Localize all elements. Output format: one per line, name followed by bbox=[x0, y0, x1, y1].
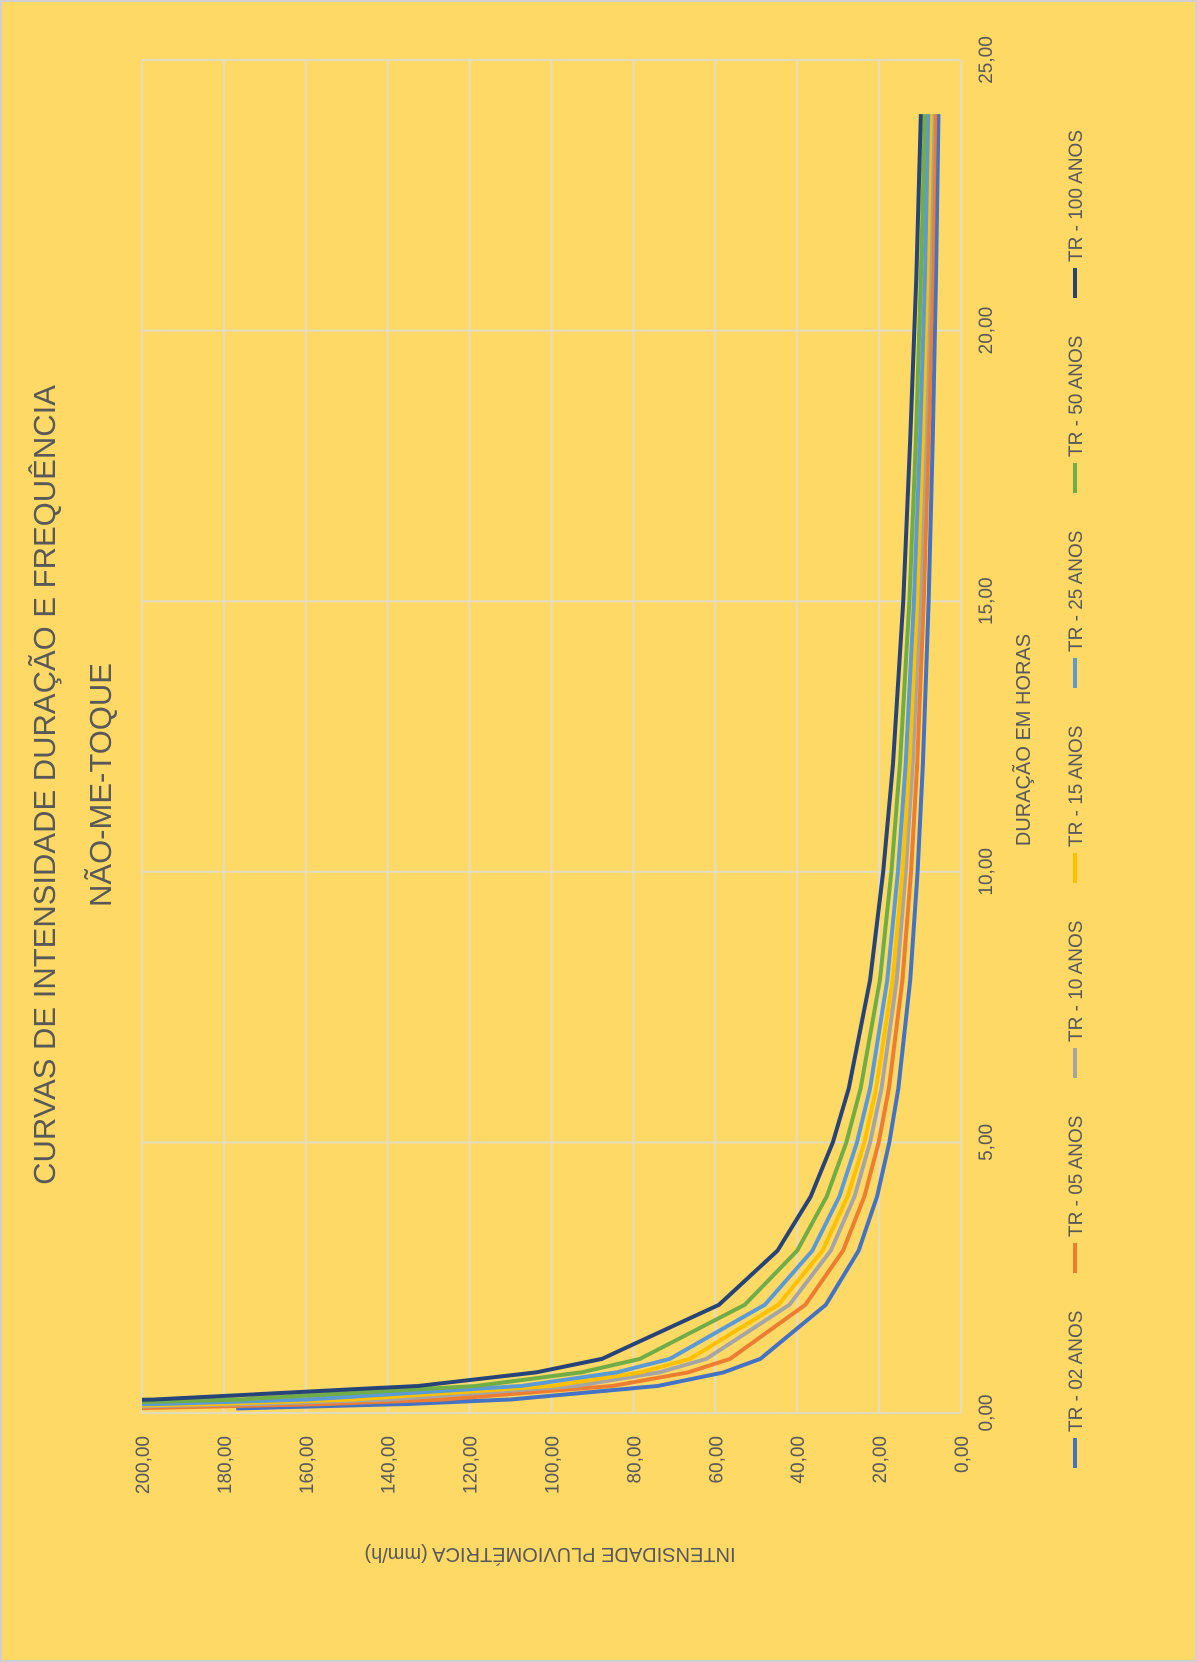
legend-label: TR - 15 ANOS bbox=[1066, 726, 1087, 847]
x-tick-label: 0,00 bbox=[976, 1395, 997, 1432]
legend-label: TR - 50 ANOS bbox=[1066, 336, 1087, 457]
chart-subtitle: NÃO-ME-TOQUE bbox=[83, 663, 118, 907]
chart-title: CURVAS DE INTENSIDADE DURAÇÃO E FREQUÊNC… bbox=[27, 385, 62, 1185]
x-tick-label: 20,00 bbox=[976, 307, 997, 355]
legend-label: TR - 25 ANOS bbox=[1066, 531, 1087, 652]
series-line bbox=[142, 114, 927, 1411]
series-line bbox=[142, 114, 938, 1411]
legend-label: TR - 10 ANOS bbox=[1066, 921, 1087, 1042]
y-tick-label: 40,00 bbox=[788, 1436, 809, 1484]
y-tick-label: 80,00 bbox=[624, 1436, 645, 1484]
y-tick-label: 180,00 bbox=[215, 1436, 236, 1494]
y-tick-label: 20,00 bbox=[870, 1436, 891, 1484]
legend-label: TR - 05 ANOS bbox=[1066, 1116, 1087, 1237]
series-line bbox=[142, 114, 931, 1411]
series-line bbox=[142, 114, 923, 1411]
y-tick-label: 200,00 bbox=[133, 1436, 154, 1494]
y-tick-label: 60,00 bbox=[706, 1436, 727, 1484]
y-tick-label: 0,00 bbox=[952, 1436, 973, 1473]
series-line bbox=[236, 114, 941, 1411]
rotated-chart: CURVAS DE INTENSIDADE DURAÇÃO E FREQUÊNC… bbox=[27, 36, 1087, 1566]
y-tick-label: 140,00 bbox=[379, 1436, 400, 1494]
y-tick-label: 100,00 bbox=[543, 1436, 564, 1494]
y-axis-label: INTENSIDADE PLUVIOMÉTRICA (mm/h) bbox=[364, 1543, 735, 1566]
x-tick-label: 10,00 bbox=[976, 848, 997, 896]
x-tick-label: 5,00 bbox=[976, 1124, 997, 1161]
y-tick-label: 160,00 bbox=[297, 1436, 318, 1494]
x-tick-label: 15,00 bbox=[976, 577, 997, 625]
legend-label: TR - 100 ANOS bbox=[1066, 130, 1087, 262]
series-line bbox=[142, 114, 933, 1411]
x-axis-label: DURAÇÃO EM HORAS bbox=[1011, 634, 1035, 846]
y-tick-label: 120,00 bbox=[461, 1436, 482, 1494]
x-tick-label: 25,00 bbox=[976, 36, 997, 84]
legend-label: TR - 02 ANOS bbox=[1066, 1311, 1087, 1432]
plot-area bbox=[142, 114, 941, 1411]
